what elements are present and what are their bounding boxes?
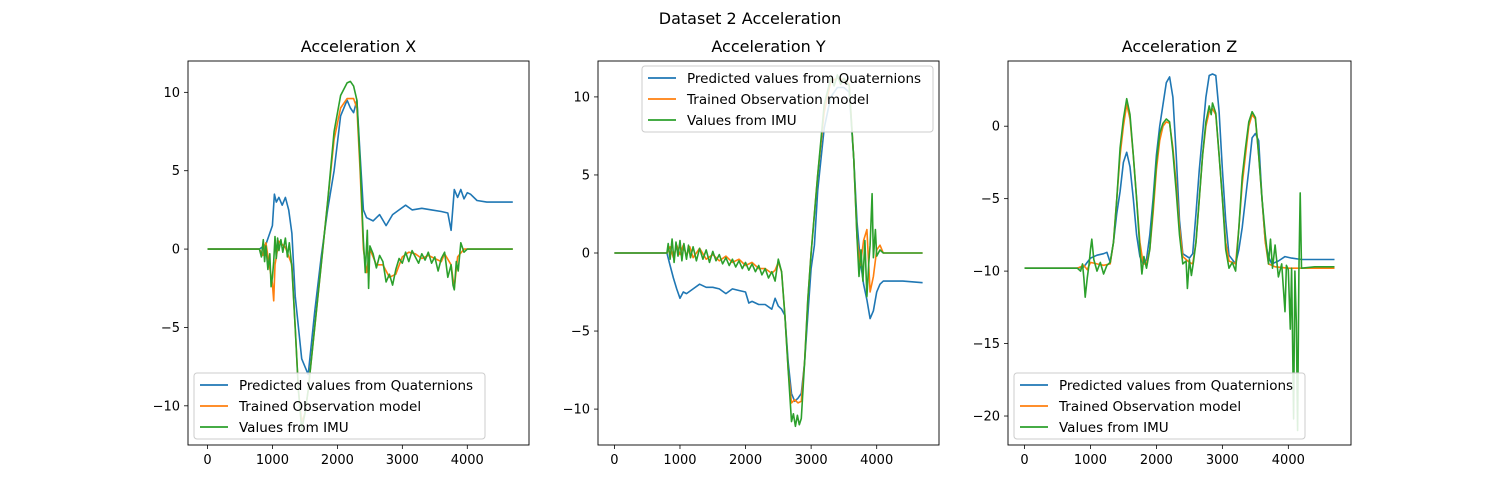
panel-acceleration-z: Acceleration Z 0 1000 2000 3000 4000 −20 −15 −1… (973, 37, 1352, 468)
y-tick-label: −5 (981, 192, 1000, 207)
legend-label: Values from IMU (239, 420, 349, 436)
y-tick-label: 10 (163, 86, 180, 101)
series-line (614, 86, 923, 403)
panel-acceleration-y: Acceleration Y 0 1000 2000 3000 4000 −10 −5 0 5 1… (563, 37, 940, 468)
legend: Predicted values from Quaternions Trained… (641, 65, 934, 133)
y-tick-label: 10 (573, 90, 590, 105)
panel-title: Acceleration Z (1122, 37, 1238, 56)
panel-title: Acceleration X (301, 37, 417, 56)
x-tick-label: 3000 (386, 453, 419, 468)
legend-label: Trained Observation model (238, 399, 421, 415)
legend-box (641, 65, 934, 133)
legend-box (1013, 372, 1306, 440)
axes-frame (1007, 60, 1352, 446)
legend: Predicted values from Quaternions Trained… (193, 372, 486, 440)
y-tick-label: 0 (992, 120, 1000, 135)
legend: Predicted values from Quaternions Trained… (1013, 372, 1306, 440)
x-tick-label: 2000 (1140, 453, 1173, 468)
legend-label: Trained Observation model (1058, 399, 1241, 415)
panel-acceleration-x: Acceleration X 0 1000 2000 3000 4000 −10 −5 0 5 1… (153, 37, 530, 468)
x-tick-label: 4000 (1272, 453, 1305, 468)
x-tick-label: 3000 (795, 453, 828, 468)
x-tick-label: 1000 (1074, 453, 1107, 468)
axes-frame (187, 60, 530, 446)
x-tick-label: 0 (203, 453, 211, 468)
x-tick-label: 0 (1020, 453, 1028, 468)
series-line (207, 99, 513, 376)
plot-area (1024, 73, 1335, 432)
series-line (207, 80, 513, 431)
legend-label: Trained Observation model (686, 92, 869, 108)
legend-label: Values from IMU (687, 113, 797, 129)
y-tick-label: −15 (973, 337, 1000, 352)
series-line (1024, 73, 1335, 269)
figure-title: Dataset 2 Acceleration (659, 9, 841, 28)
y-tick-label: 5 (582, 168, 590, 183)
panel-title: Acceleration Y (711, 37, 826, 56)
x-tick-label: 3000 (1206, 453, 1239, 468)
x-tick-label: 1000 (256, 453, 289, 468)
y-tick-label: 0 (582, 247, 590, 262)
legend-label: Predicted values from Quaternions (687, 71, 921, 87)
y-tick-label: 0 (172, 243, 180, 258)
legend-box (193, 372, 486, 440)
legend-label: Predicted values from Quaternions (239, 378, 473, 394)
y-tick-label: 5 (172, 164, 180, 179)
y-tick-label: −5 (161, 321, 180, 336)
series-line (614, 74, 923, 428)
y-tick-label: −10 (153, 399, 180, 414)
y-tick-label: −10 (563, 403, 590, 418)
plot-area (207, 80, 513, 431)
x-tick-label: 0 (610, 453, 618, 468)
legend-label: Predicted values from Quaternions (1059, 378, 1293, 394)
x-tick-label: 2000 (321, 453, 354, 468)
legend-label: Values from IMU (1059, 420, 1169, 436)
x-tick-label: 1000 (663, 453, 696, 468)
x-tick-label: 4000 (451, 453, 484, 468)
y-tick-label: −5 (571, 325, 590, 340)
x-tick-label: 4000 (860, 453, 893, 468)
y-tick-label: −10 (973, 265, 1000, 280)
plot-area (614, 74, 923, 428)
series-line (1024, 103, 1335, 271)
x-tick-label: 2000 (729, 453, 762, 468)
series-line (1024, 97, 1335, 432)
y-tick-label: −20 (973, 410, 1000, 425)
